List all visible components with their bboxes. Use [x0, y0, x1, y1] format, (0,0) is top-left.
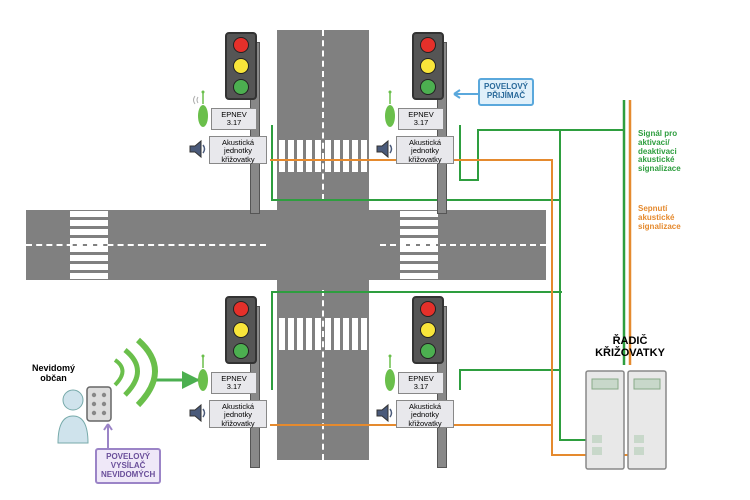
speaker-icon	[187, 138, 209, 160]
traffic-light-icon	[412, 32, 444, 100]
acoustic-box: Akustická jednotky křižovatky	[209, 400, 267, 428]
epnev-box: EPNEV 3.17	[211, 108, 257, 130]
lane-dash	[322, 290, 326, 460]
remote-icon	[85, 385, 113, 423]
traffic-light-icon	[225, 32, 257, 100]
crosswalk-bottom	[277, 318, 369, 350]
blind-person-label: Nevidomý občan	[32, 363, 75, 383]
crosswalk-left	[70, 210, 108, 280]
legend-green: Signál pro aktivaci/ deaktivaci akustick…	[638, 130, 681, 174]
speaker-icon	[187, 402, 209, 424]
speaker-icon	[374, 138, 396, 160]
traffic-light-icon	[412, 296, 444, 364]
transmitter-arrow	[100, 420, 116, 450]
transmitter-label: POVELOVÝ VYSÍLAČ NEVIDOMÝCH	[95, 448, 161, 484]
acoustic-box: Akustická jednotky křižovatky	[209, 136, 267, 164]
acoustic-box: Akustická jednotky křižovatky	[396, 400, 454, 428]
speaker-icon	[374, 402, 396, 424]
epnev-box: EPNEV 3.17	[211, 372, 257, 394]
legend-orange: Sepnutí akustické signalizace	[638, 205, 681, 231]
lane-dash	[322, 30, 326, 200]
receiver-arrow	[450, 88, 480, 104]
epnev-box: EPNEV 3.17	[398, 372, 444, 394]
crosswalk-top	[277, 140, 369, 172]
epnev-box: EPNEV 3.17	[398, 108, 444, 130]
server-icon	[580, 365, 675, 475]
receiver-label: POVELOVÝ PŘIJÍMAČ	[478, 78, 534, 106]
crosswalk-right	[400, 210, 438, 280]
acoustic-box: Akustická jednotky křižovatky	[396, 136, 454, 164]
controller-label: ŘADIČ KŘIŽOVATKY	[585, 335, 675, 359]
lane-dash	[26, 244, 266, 248]
traffic-light-icon	[225, 296, 257, 364]
